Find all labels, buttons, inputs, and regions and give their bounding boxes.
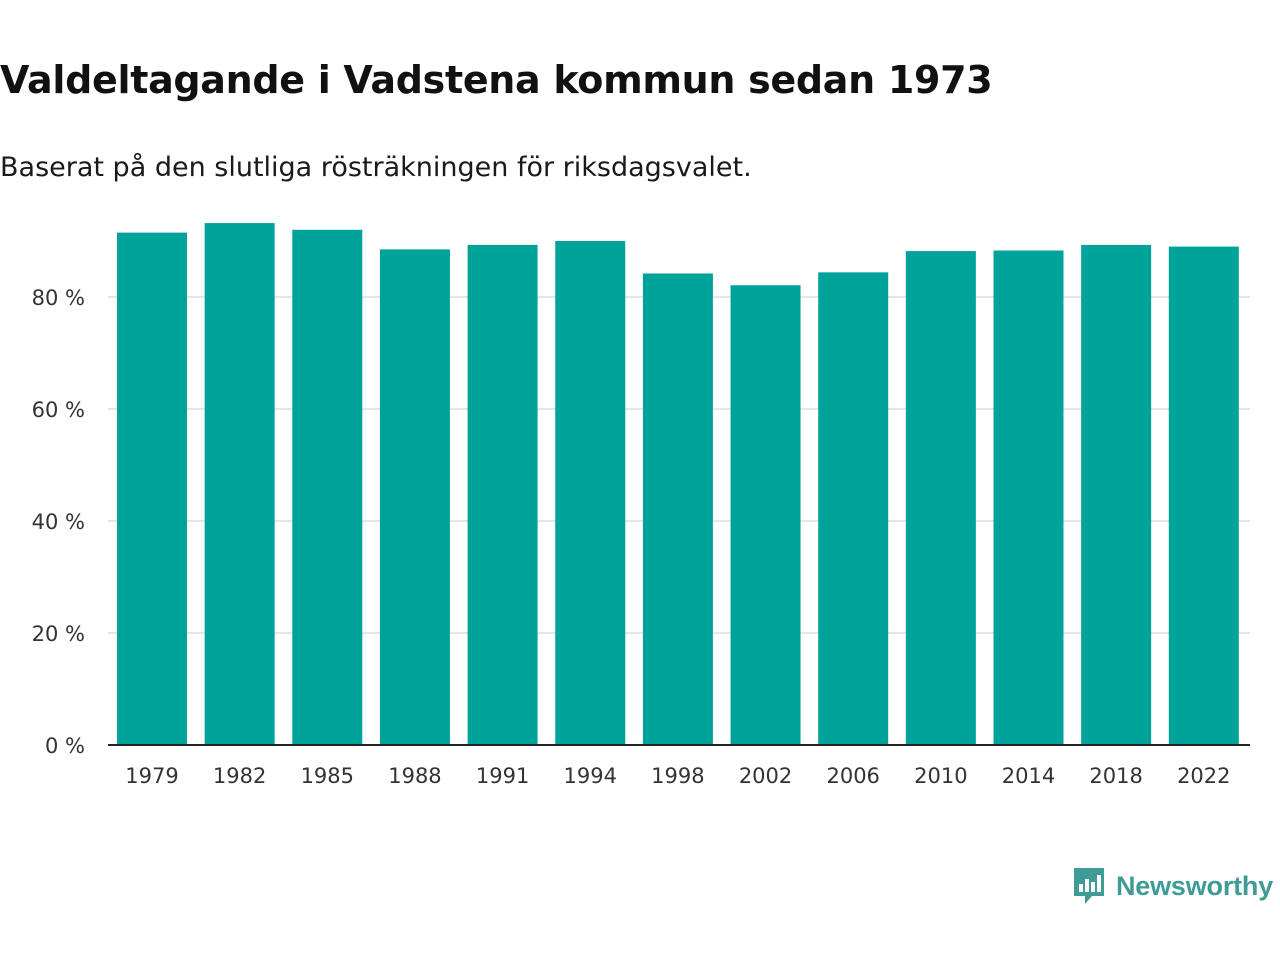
chart-title: Valdeltagande i Vadstena kommun sedan 19… [0, 58, 993, 102]
bar-2010 [905, 251, 976, 745]
y-tick-label: 60 % [32, 398, 85, 422]
bar-2022 [1168, 246, 1239, 745]
y-axis-ticks: 0 % 20 % 40 % 60 % 80 % [32, 286, 85, 758]
x-tick-label: 2022 [1177, 764, 1230, 788]
x-tick-label: 1994 [564, 764, 617, 788]
x-tick-label: 2002 [739, 764, 792, 788]
x-tick-label: 2010 [914, 764, 967, 788]
bar-chart: 0 % 20 % 40 % 60 % 80 % 1979 1982 1985 1988 1991… [32, 223, 1250, 788]
x-tick-label: 1991 [476, 764, 529, 788]
bar-1985 [292, 229, 363, 746]
logo-text: Newsworthy [1116, 870, 1274, 901]
x-tick-label: 2006 [826, 764, 879, 788]
chart-subtitle: Baserat på den slutliga rösträkningen fö… [0, 152, 752, 183]
bar-1991 [467, 244, 538, 746]
bar-1998 [642, 273, 713, 745]
newsworthy-logo: Newsworthy [1072, 866, 1273, 906]
x-axis-ticks: 1979 1982 1985 1988 1991 1994 1998 2002 2006 2010… [125, 764, 1230, 788]
y-tick-label: 80 % [32, 286, 85, 310]
x-tick-label: 1998 [651, 764, 704, 788]
x-tick-label: 2014 [1002, 764, 1055, 788]
bar-2014 [993, 250, 1064, 745]
bar-2018 [1081, 244, 1152, 746]
x-tick-label: 1979 [125, 764, 178, 788]
bar-1994 [555, 241, 626, 745]
bar-1982 [204, 223, 275, 745]
x-tick-label: 1988 [388, 764, 441, 788]
x-tick-label: 2018 [1089, 764, 1142, 788]
y-tick-label: 20 % [32, 622, 85, 646]
x-tick-label: 1982 [213, 764, 266, 788]
bar-1988 [379, 249, 450, 745]
x-tick-label: 1985 [301, 764, 354, 788]
bars [117, 223, 1239, 746]
bar-chart-speech-bubble-icon [1074, 868, 1104, 904]
bar-1979 [117, 232, 187, 746]
bar-2006 [818, 272, 889, 745]
y-tick-label: 0 % [45, 734, 85, 758]
bar-2002 [730, 285, 801, 745]
y-tick-label: 40 % [32, 510, 85, 534]
